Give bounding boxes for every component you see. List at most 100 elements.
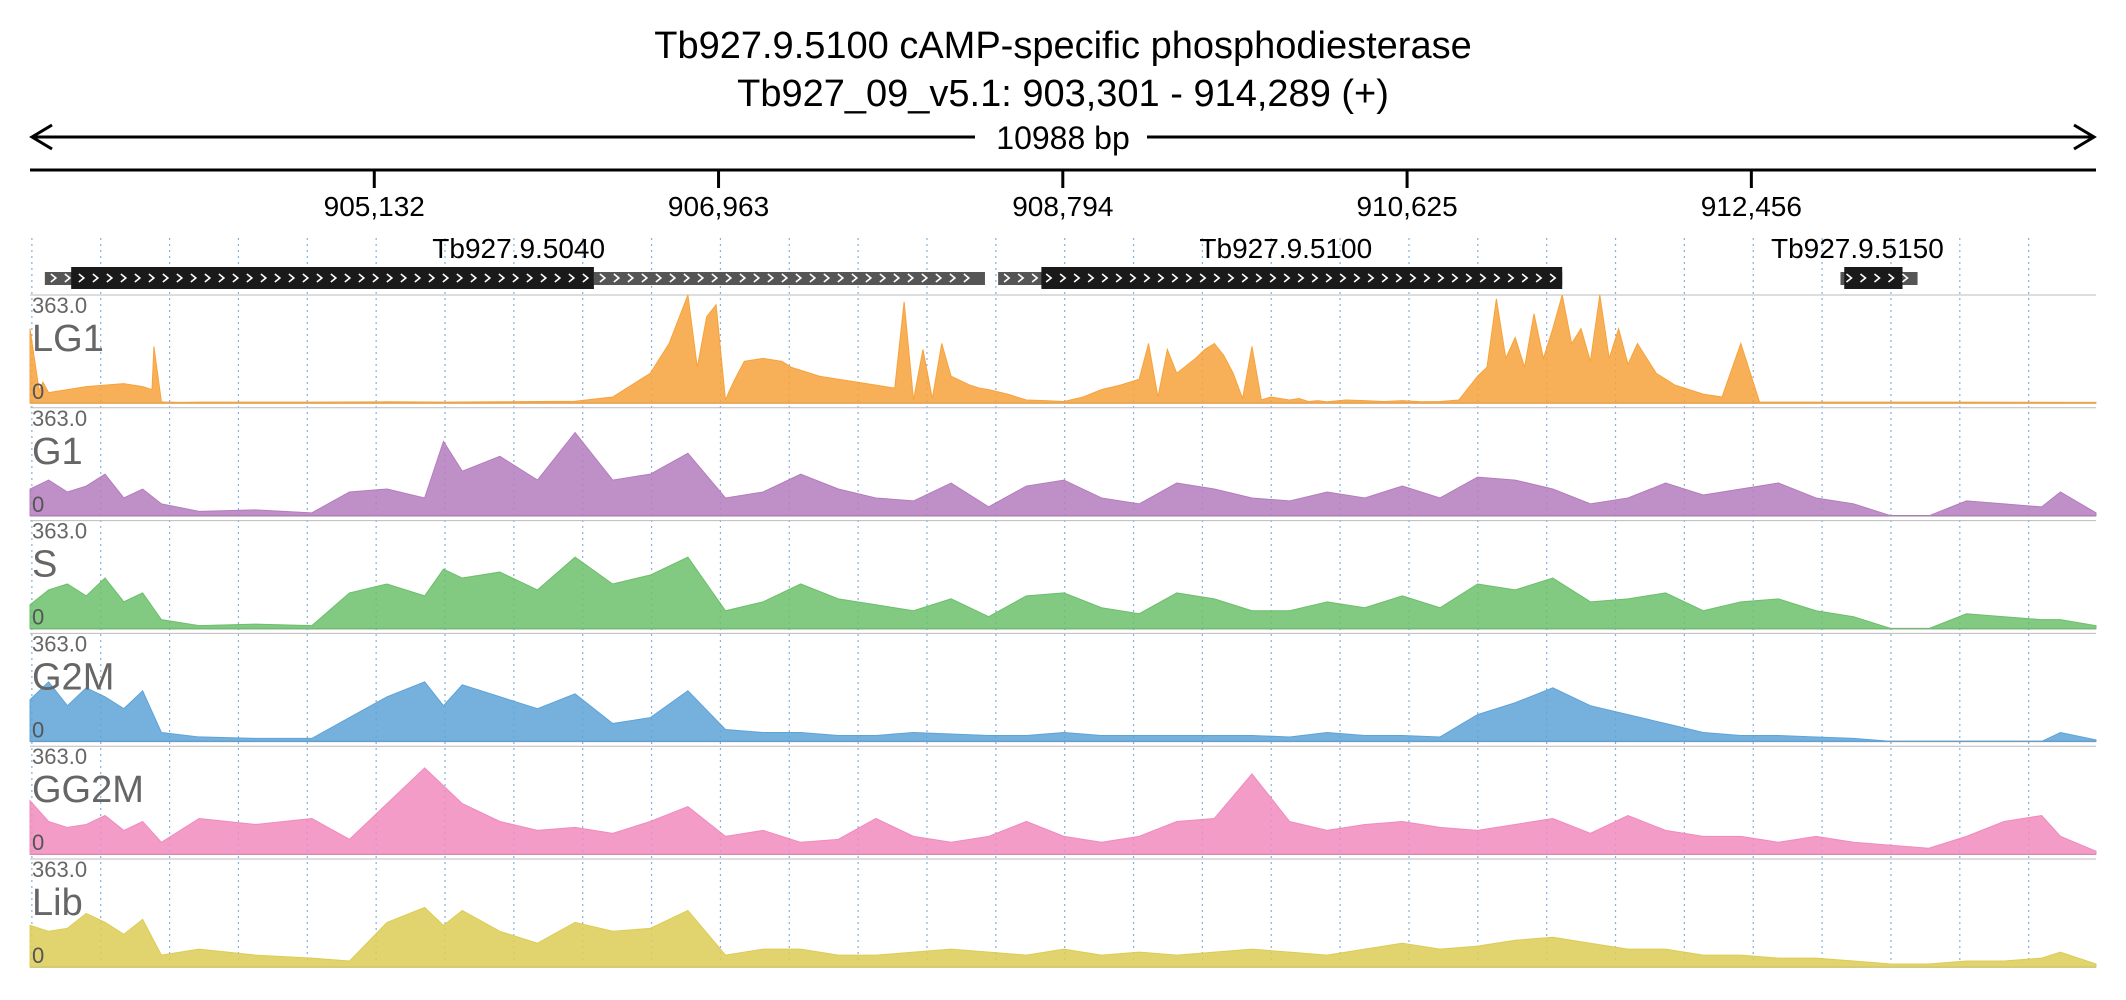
strand-arrow: [669, 273, 677, 283]
track-g2m: 363.0 0 G2M: [29, 631, 2097, 742]
strand-arrow: [1087, 273, 1095, 283]
strand-arrow: [246, 273, 254, 283]
strand-arrow: [1269, 273, 1277, 283]
strand-arrow: [767, 273, 775, 283]
strand-arrow: [893, 273, 901, 283]
strand-arrow: [1283, 273, 1291, 283]
strand-arrow: [148, 273, 156, 283]
track-s: 363.0 0 S: [29, 519, 2097, 630]
strand-arrow: [1325, 273, 1333, 283]
strand-arrow: [302, 273, 310, 283]
strand-arrow: [1143, 273, 1151, 283]
track-ymax-label: 363.0: [32, 406, 87, 431]
strand-arrow: [921, 273, 929, 283]
gene-utr: [593, 272, 985, 285]
gene-track: Tb927.9.5040 Tb927.9.5100 Tb927.9.5150: [44, 233, 1944, 289]
gene-cds: [71, 267, 594, 289]
track-name: G2M: [32, 656, 114, 698]
strand-arrow: [78, 273, 86, 283]
track-name: GG2M: [32, 769, 144, 811]
strand-arrow: [470, 273, 478, 283]
track-lg1: 363.0 0 LG1: [29, 293, 2097, 404]
track-g1: 363.0 0 G1: [29, 406, 2097, 517]
strand-arrow: [64, 273, 72, 283]
chart-subtitle: Tb927_09_v5.1: 903,301 - 914,289 (+): [737, 73, 1389, 115]
strand-arrow: [865, 273, 873, 283]
strand-arrow: [204, 273, 212, 283]
strand-arrow: [711, 273, 719, 283]
track-ymin-label: 0: [32, 830, 44, 855]
strand-arrow: [344, 273, 352, 283]
gene-label: Tb927.9.5150: [1771, 233, 1944, 264]
strand-arrow: [1859, 273, 1867, 283]
track-ymax-label: 363.0: [32, 744, 87, 769]
strand-arrow: [498, 273, 506, 283]
track-ymin-label: 0: [32, 379, 44, 404]
strand-arrow: [1171, 273, 1179, 283]
strand-arrow: [753, 273, 761, 283]
strand-arrow: [599, 273, 607, 283]
coverage-area: [29, 906, 2097, 968]
coverage-area: [29, 294, 2097, 404]
strand-arrow: [134, 273, 142, 283]
coverage-area: [29, 556, 2097, 630]
track-name: S: [32, 544, 57, 586]
strand-arrow: [288, 273, 296, 283]
gene-cds: [1844, 267, 1903, 289]
track-ymax-label: 363.0: [32, 857, 87, 882]
strand-arrow: [1213, 273, 1221, 283]
track-ymax-label: 363.0: [32, 631, 87, 656]
strand-arrow: [613, 273, 621, 283]
strand-arrow: [1115, 273, 1123, 283]
x-tick-label: 906,963: [668, 191, 769, 222]
strand-arrow: [739, 273, 747, 283]
strand-arrow: [1367, 273, 1375, 283]
strand-arrow: [697, 273, 705, 283]
strand-arrow: [442, 273, 450, 283]
strand-arrow: [414, 273, 422, 283]
track-ymin-label: 0: [32, 492, 44, 517]
strand-arrow: [106, 273, 114, 283]
strand-arrow: [568, 273, 576, 283]
strand-arrow: [1451, 273, 1459, 283]
strand-arrow: [1073, 273, 1081, 283]
coverage-area: [29, 767, 2097, 855]
strand-arrow: [1339, 273, 1347, 283]
track-name: LG1: [32, 318, 104, 360]
strand-arrow: [907, 273, 915, 283]
track-ymin-label: 0: [32, 717, 44, 742]
strand-arrow: [232, 273, 240, 283]
strand-arrow: [641, 273, 649, 283]
strand-arrow: [554, 273, 562, 283]
chart-title: Tb927.9.5100 cAMP-specific phosphodieste…: [654, 25, 1471, 67]
strand-arrow: [963, 273, 971, 283]
strand-arrow: [725, 273, 733, 283]
strand-arrow: [837, 273, 845, 283]
strand-arrow: [1381, 273, 1389, 283]
track-ymin-label: 0: [32, 605, 44, 630]
strand-arrow: [1409, 273, 1417, 283]
strand-arrow: [655, 273, 663, 283]
strand-arrow: [1507, 273, 1515, 283]
strand-arrow: [400, 273, 408, 283]
strand-arrow: [1311, 273, 1319, 283]
strand-arrow: [50, 273, 58, 283]
strand-arrow: [1227, 273, 1235, 283]
track-ymax-label: 363.0: [32, 519, 87, 544]
track-lib: 363.0 0 Lib: [29, 857, 2097, 968]
strand-arrow: [1129, 273, 1137, 283]
strand-arrow: [1549, 273, 1557, 283]
track-ymin-label: 0: [32, 943, 44, 968]
strand-arrow: [1297, 273, 1305, 283]
strand-arrow: [809, 273, 817, 283]
strand-arrow: [190, 273, 198, 283]
strand-arrow: [218, 273, 226, 283]
strand-arrow: [1535, 273, 1543, 283]
strand-arrow: [456, 273, 464, 283]
gene-label: Tb927.9.5040: [432, 233, 605, 264]
strand-arrow: [1423, 273, 1431, 283]
x-tick-label: 910,625: [1356, 191, 1457, 222]
strand-arrow: [1521, 273, 1529, 283]
strand-arrow: [358, 273, 366, 283]
strand-arrow: [540, 273, 548, 283]
